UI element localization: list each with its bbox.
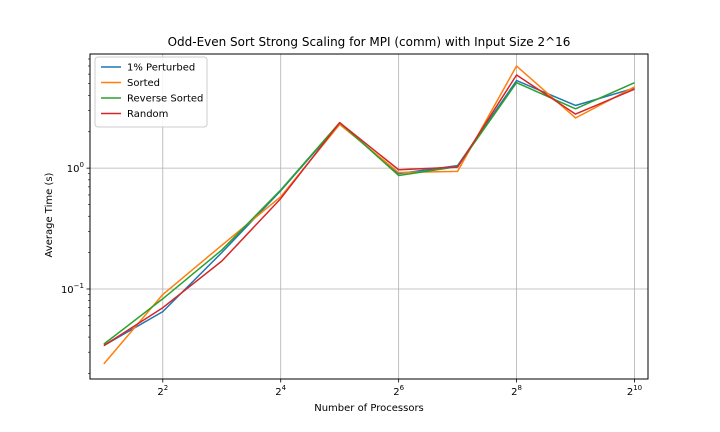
legend-label: Sorted: [127, 78, 160, 89]
legend-label: 1% Perturbed: [127, 63, 195, 74]
series-lines: [103, 65, 635, 365]
y-tick-label: 10−1: [61, 282, 84, 296]
legend-label: Random: [127, 109, 168, 120]
x-tick-label: 210: [627, 384, 642, 398]
chart-title: Odd-Even Sort Strong Scaling for MPI (co…: [168, 35, 571, 49]
series-line: [103, 74, 635, 347]
x-tick-label: 28: [511, 384, 522, 398]
x-tick-label: 24: [275, 384, 286, 398]
axis-ticks: 22 24 26 28 210 10−1 100: [61, 58, 642, 398]
x-axis-label: Number of Processors: [314, 403, 424, 414]
legend: 1% Perturbed Sorted Reverse Sorted Random: [94, 56, 208, 128]
legend-label: Reverse Sorted: [127, 94, 203, 105]
y-axis-label: Average Time (s): [44, 172, 55, 257]
series-line: [103, 81, 635, 345]
x-tick-label: 22: [157, 384, 168, 398]
legend-box: [94, 56, 208, 128]
grid: [90, 54, 648, 379]
y-tick-label: 100: [67, 161, 84, 175]
x-tick-label: 26: [393, 384, 404, 398]
